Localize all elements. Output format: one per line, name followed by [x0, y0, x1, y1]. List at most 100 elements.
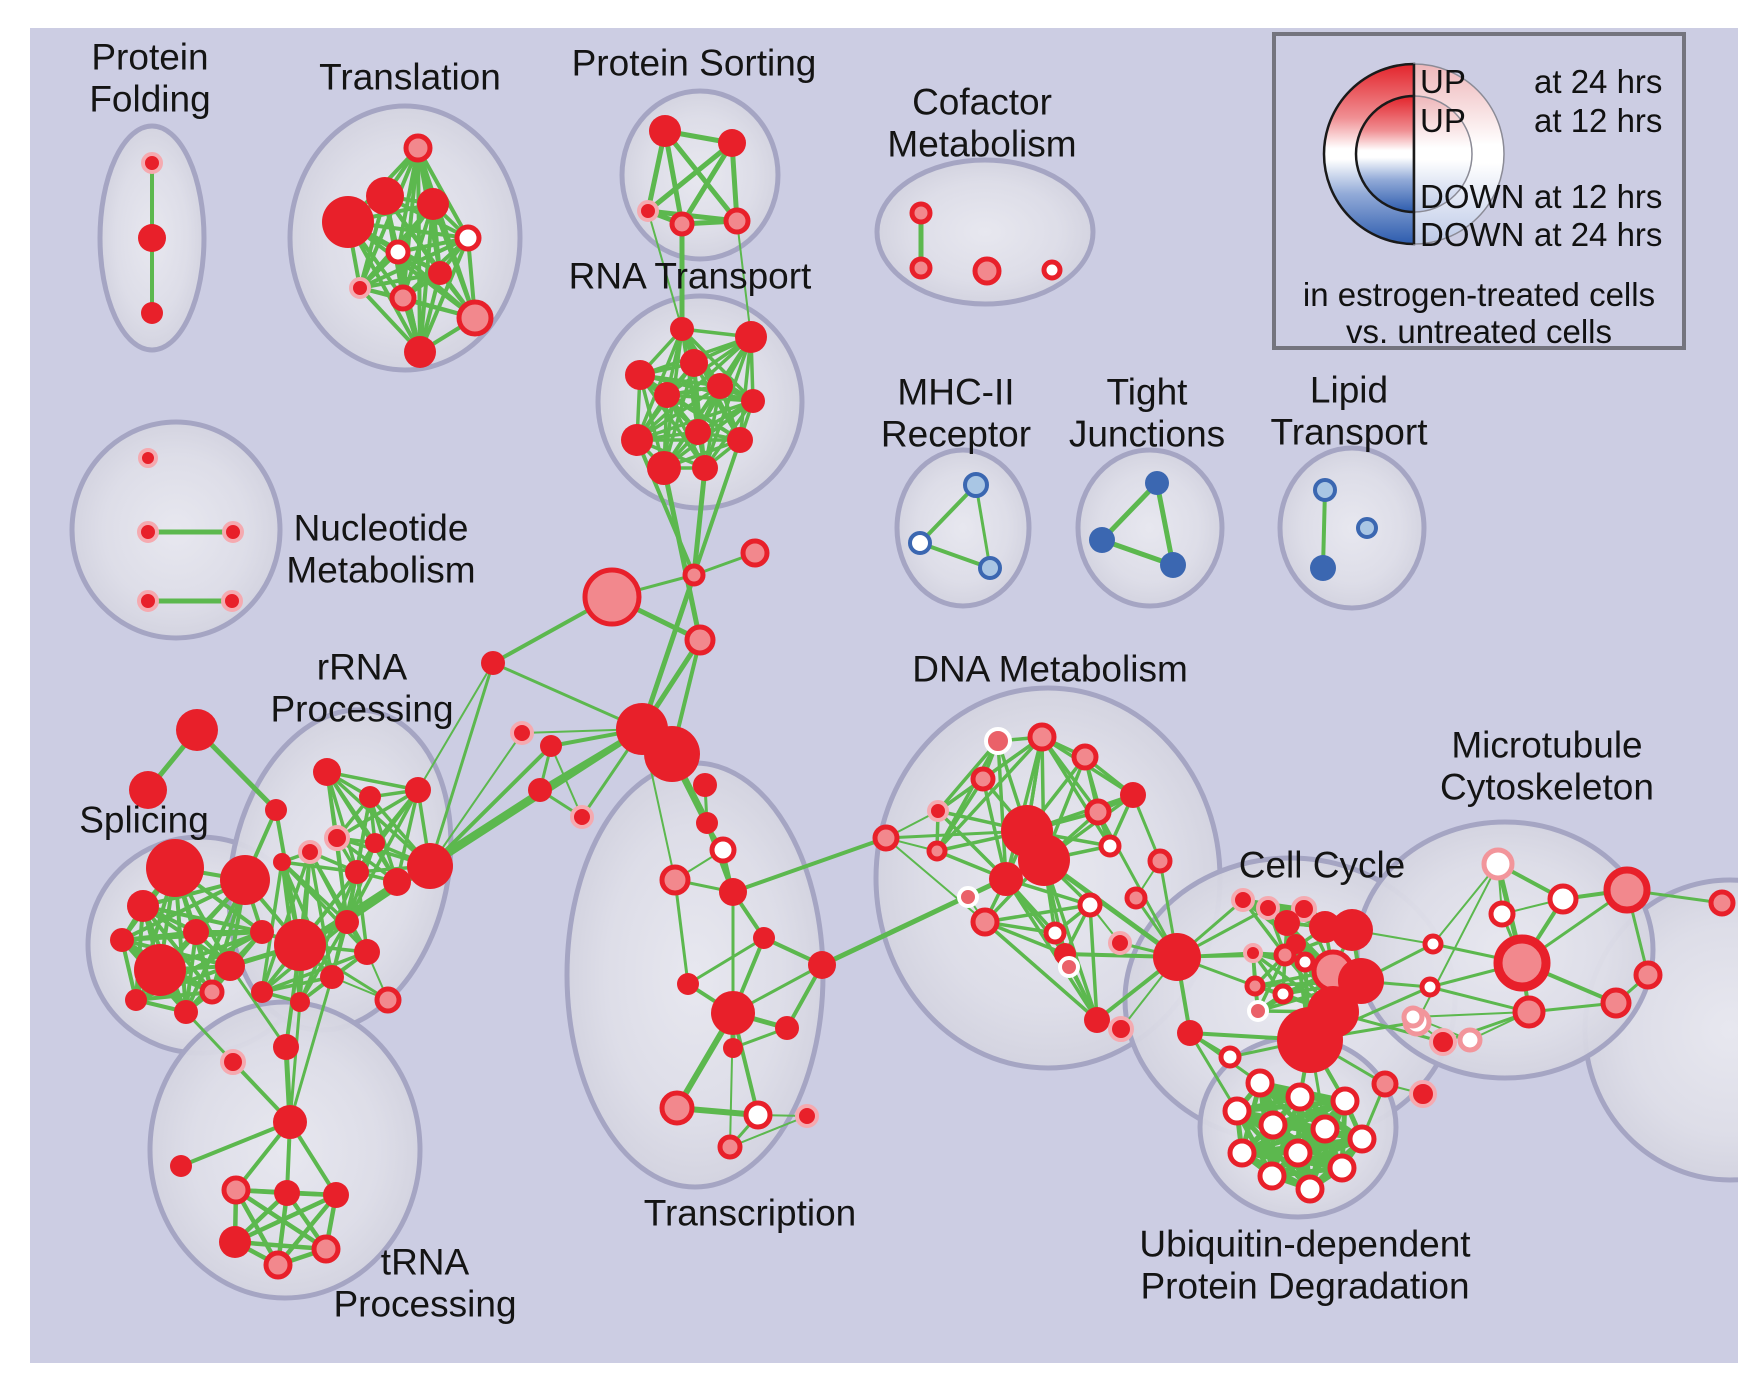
node-r4	[324, 825, 350, 851]
node-tr4	[417, 188, 449, 220]
node-c1	[582, 567, 642, 627]
node-nm3	[222, 521, 244, 543]
node-tx1	[693, 773, 717, 797]
node-cc15	[1247, 1000, 1269, 1022]
node-dm12	[1018, 834, 1070, 886]
node-dm15	[970, 907, 1000, 937]
node-tx8	[711, 991, 755, 1035]
node-dm2	[1027, 722, 1057, 752]
edge	[686, 936, 766, 986]
edge	[298, 920, 349, 1004]
edge	[395, 788, 420, 884]
node-cc1	[1231, 888, 1255, 912]
label-tight-junctions: Tight	[1107, 372, 1189, 413]
node-rt7	[741, 389, 765, 413]
node-rt10	[727, 427, 753, 453]
node-r13	[354, 939, 380, 965]
node-ub11	[1257, 1161, 1287, 1191]
node-dm5	[927, 800, 949, 822]
node-ub2	[1285, 1082, 1315, 1112]
label-lipid-transport: Lipid	[1310, 370, 1388, 411]
node-mh1	[963, 472, 989, 498]
node-mc6	[1600, 987, 1632, 1019]
node-r9	[383, 868, 411, 896]
node-sp14	[174, 1000, 198, 1024]
edge	[729, 1012, 734, 1148]
label-ubiquitin-degradation: Ubiquitin-dependent	[1139, 1224, 1471, 1265]
node-cc21	[1429, 1028, 1457, 1056]
node-tr3	[366, 177, 404, 215]
node-sp10	[134, 944, 186, 996]
edge	[232, 1192, 339, 1245]
edge	[679, 140, 735, 227]
edge	[550, 745, 583, 818]
node-cc9	[1294, 951, 1316, 973]
edge	[638, 373, 755, 403]
edge	[918, 483, 978, 545]
node-fr2	[1708, 889, 1736, 917]
node-dm8	[926, 840, 948, 862]
node-sp8	[250, 920, 274, 944]
node-fr3	[1633, 960, 1663, 990]
node-r14	[320, 965, 344, 989]
node-rt2	[735, 321, 767, 353]
node-mc1	[1481, 847, 1515, 881]
node-c2	[682, 563, 706, 587]
label-rrna-processing-line2: Processing	[270, 689, 453, 730]
node-tx14	[717, 1134, 743, 1160]
node-r6	[273, 853, 291, 871]
node-tx7	[677, 973, 699, 995]
edge	[288, 975, 334, 1124]
node-tn2	[170, 1155, 192, 1177]
node-r7	[365, 833, 385, 853]
node-cf2	[909, 256, 933, 280]
label-nucleotide-metabolism-line2: Metabolism	[286, 550, 475, 591]
node-r11	[274, 919, 326, 971]
node-tr11	[404, 336, 436, 368]
node-rt5	[654, 382, 680, 408]
node-ub3	[1330, 1086, 1360, 1116]
node-tn1	[273, 1105, 307, 1139]
node-cc18	[1218, 1045, 1242, 1069]
node-pf2	[138, 224, 166, 252]
label-nucleotide-metabolism: Nucleotide	[294, 508, 469, 549]
node-fr1	[1603, 866, 1651, 914]
node-tj1	[1145, 471, 1169, 495]
edge	[936, 739, 1000, 813]
node-rt4	[625, 360, 655, 390]
cluster-ellipse-tight-junctions	[1075, 447, 1225, 609]
node-tn5	[323, 1182, 349, 1208]
node-w1	[540, 735, 562, 757]
node-ps1	[649, 115, 681, 147]
node-cc22	[1371, 1070, 1399, 1098]
node-lt3	[1356, 517, 1378, 539]
label-protein-sorting: Protein Sorting	[572, 43, 817, 84]
edge	[673, 878, 690, 986]
node-ub6	[1310, 1114, 1340, 1144]
node-mc3	[1488, 900, 1516, 928]
node-rt11	[647, 451, 681, 485]
node-tr2	[322, 196, 374, 248]
node-tr1	[403, 133, 433, 163]
edge	[1154, 480, 1176, 568]
node-nm4	[137, 590, 159, 612]
edge	[635, 384, 722, 442]
edge	[280, 860, 359, 874]
node-tr9	[389, 284, 417, 312]
node-dm1	[984, 727, 1012, 755]
edge	[325, 770, 359, 874]
node-sp6	[127, 890, 159, 922]
label-rrna-processing: rRNA	[317, 647, 408, 688]
edge	[491, 661, 644, 731]
node-dm20	[1153, 933, 1201, 981]
edge	[1088, 903, 1099, 1022]
edge	[981, 777, 1008, 881]
label-transcription: Transcription	[644, 1193, 856, 1234]
edge	[429, 732, 523, 867]
edge	[974, 483, 992, 570]
node-tx4	[719, 878, 747, 906]
edge	[647, 210, 683, 330]
edge	[401, 202, 435, 300]
node-sp11	[215, 951, 245, 981]
